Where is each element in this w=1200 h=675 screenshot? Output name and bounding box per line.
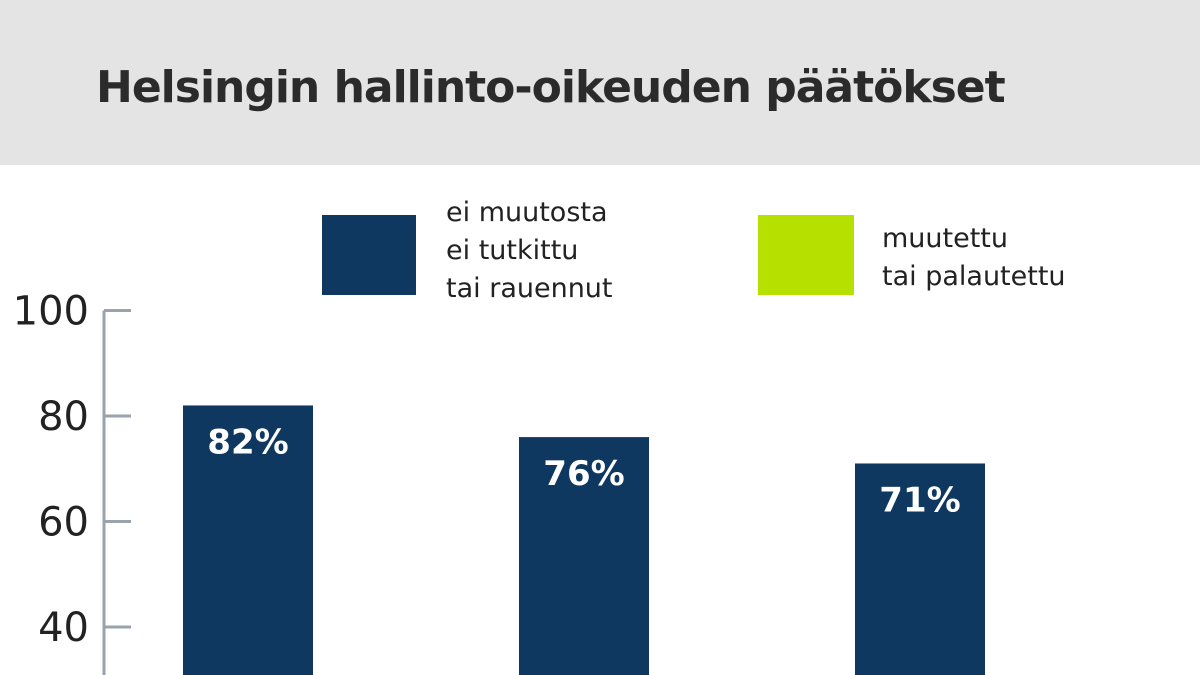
bar-value-label-1: 82%: [207, 422, 288, 462]
bar-3: [855, 463, 985, 675]
legend-label-unchanged: ei muutosta ei tutkittu tai rauennut: [446, 197, 613, 304]
y-tick-label-60: 60: [38, 500, 89, 546]
bar-value-label-2: 76%: [543, 454, 624, 494]
header-band: [0, 0, 1200, 165]
y-tick-label-40: 40: [38, 605, 89, 651]
legend-swatch-unchanged: [322, 215, 416, 295]
y-tick-label-80: 80: [38, 394, 89, 440]
bar-value-label-3: 71%: [879, 480, 960, 520]
legend-swatch-changed: [758, 215, 854, 295]
y-tick-label-100: 100: [13, 289, 89, 335]
chart-title: Helsingin hallinto-oikeuden päätökset: [96, 62, 1006, 113]
bar-2: [519, 437, 649, 675]
bar-1: [183, 405, 313, 675]
legend-label-changed: muutettu tai palautettu: [882, 223, 1066, 292]
